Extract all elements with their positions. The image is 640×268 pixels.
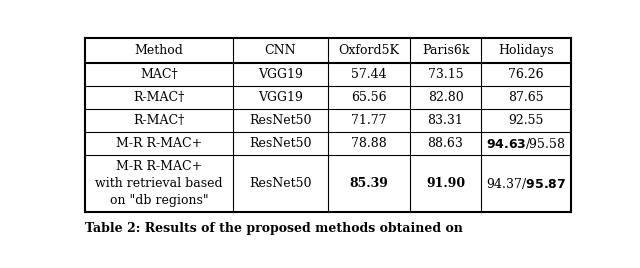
Text: 73.15: 73.15: [428, 68, 463, 81]
Text: 78.88: 78.88: [351, 137, 387, 150]
Text: 91.90: 91.90: [426, 177, 465, 190]
Text: Oxford5K: Oxford5K: [339, 44, 399, 57]
Text: 83.31: 83.31: [428, 114, 463, 127]
Text: Holidays: Holidays: [499, 44, 554, 57]
Text: 65.56: 65.56: [351, 91, 387, 104]
Text: VGG19: VGG19: [258, 68, 303, 81]
Text: CNN: CNN: [264, 44, 296, 57]
Text: M-R R-MAC+
with retrieval based
on "db regions": M-R R-MAC+ with retrieval based on "db r…: [95, 160, 223, 207]
Text: 94.37/$\mathbf{95.87}$: 94.37/$\mathbf{95.87}$: [486, 176, 566, 191]
Text: ResNet50: ResNet50: [249, 177, 312, 190]
Text: 76.26: 76.26: [508, 68, 544, 81]
Text: R-MAC†: R-MAC†: [133, 91, 184, 104]
Text: 71.77: 71.77: [351, 114, 387, 127]
Text: Table 2: Results of the proposed methods obtained on: Table 2: Results of the proposed methods…: [85, 222, 463, 235]
Text: 82.80: 82.80: [428, 91, 463, 104]
Text: R-MAC†: R-MAC†: [133, 114, 184, 127]
Text: 87.65: 87.65: [508, 91, 544, 104]
Text: Paris6k: Paris6k: [422, 44, 469, 57]
Text: 88.63: 88.63: [428, 137, 463, 150]
Text: VGG19: VGG19: [258, 91, 303, 104]
Text: M-R R-MAC+: M-R R-MAC+: [116, 137, 202, 150]
Text: MAC†: MAC†: [140, 68, 178, 81]
Text: ResNet50: ResNet50: [249, 137, 312, 150]
Text: 85.39: 85.39: [349, 177, 388, 190]
Text: 92.55: 92.55: [508, 114, 544, 127]
Text: 57.44: 57.44: [351, 68, 387, 81]
Text: $\mathbf{94.63}$/95.58: $\mathbf{94.63}$/95.58: [486, 136, 566, 151]
Text: ResNet50: ResNet50: [249, 114, 312, 127]
Text: Method: Method: [134, 44, 184, 57]
